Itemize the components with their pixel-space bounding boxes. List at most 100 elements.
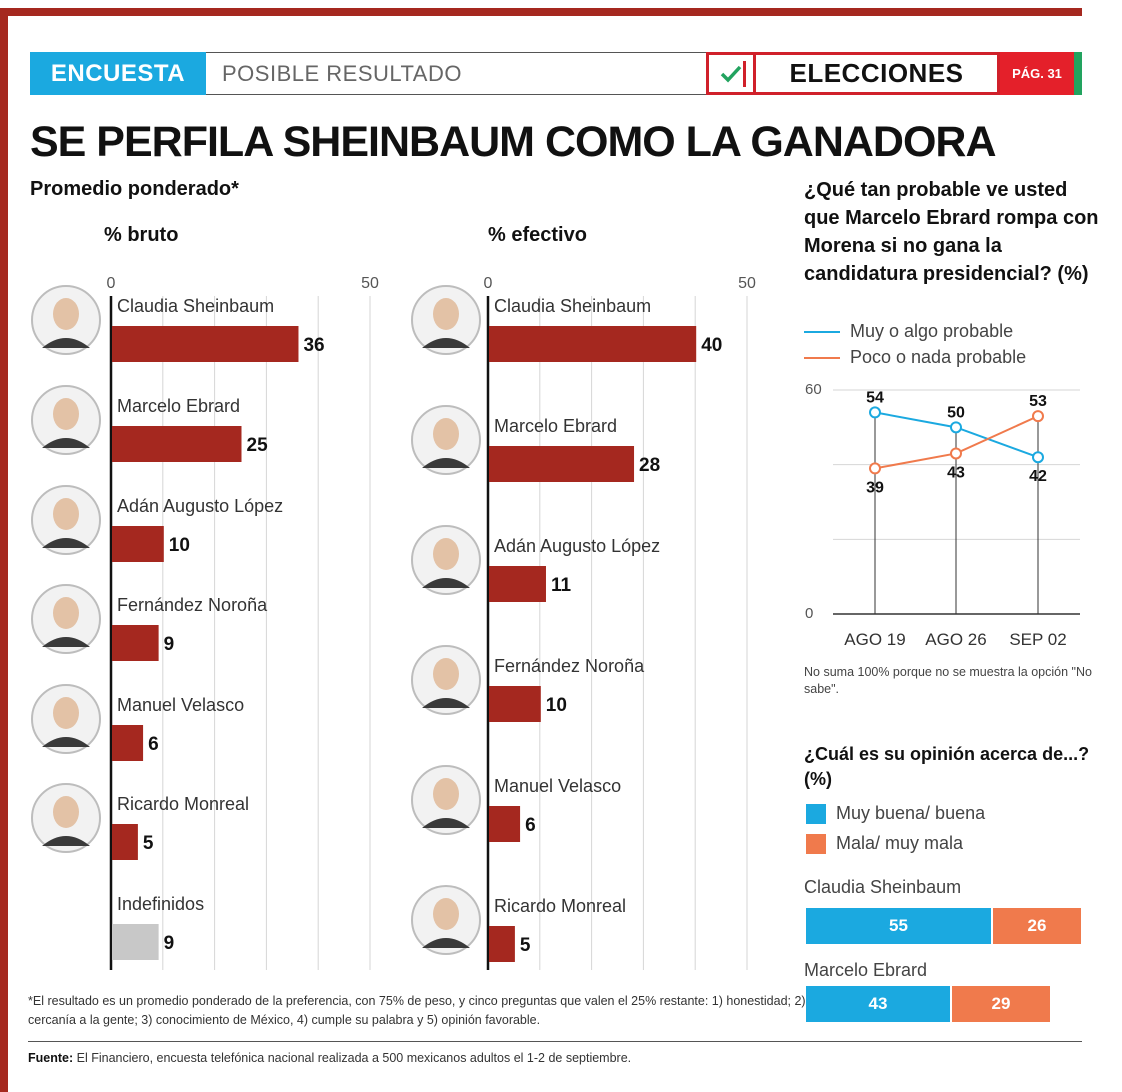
divider — [28, 1041, 1082, 1042]
footnote: *El resultado es un promedio ponderado d… — [28, 994, 806, 1027]
opinion-good-sheinbaum: 55 — [806, 908, 993, 944]
bruto-value-label: 10 — [169, 535, 190, 556]
bruto-category-label: Marcelo Ebrard — [117, 396, 240, 416]
source-label: Fuente: — [28, 1051, 74, 1065]
opinion-bar-sheinbaum: 55 26 — [806, 908, 1081, 944]
section-header: ENCUESTA POSIBLE RESULTADO ELECCIONES PÁ… — [30, 52, 1082, 95]
chart-subtitle: Promedio ponderado* — [30, 178, 239, 200]
opinion-bar-ebrard: 43 29 — [806, 986, 1050, 1022]
page-number: PÁG. 31 — [1000, 52, 1074, 95]
source-line: Fuente: El Financiero, encuesta telefóni… — [28, 1051, 631, 1065]
bruto-value-label: 9 — [164, 933, 175, 954]
left-border — [0, 8, 8, 1092]
bruto-category-label: Indefinidos — [117, 894, 204, 914]
top-border — [0, 8, 1082, 16]
bruto-value-label: 9 — [164, 634, 175, 655]
efectivo-bar — [489, 806, 521, 842]
efectivo-tick-label: 0 — [484, 275, 493, 292]
efectivo-chart-title: % efectivo — [488, 224, 587, 246]
legend-unlikely-swatch — [804, 356, 840, 359]
accent-stripe — [1074, 52, 1082, 95]
efectivo-category-label: Marcelo Ebrard — [494, 416, 617, 436]
avatar-face — [433, 298, 459, 330]
avatar-face — [433, 658, 459, 690]
avatar-face — [53, 597, 79, 629]
avatar-face — [53, 298, 79, 330]
efectivo-value-label: 28 — [639, 455, 660, 476]
bruto-value-label: 36 — [303, 335, 324, 356]
avatar-shoulders — [42, 438, 90, 448]
legend-good: Muy buena/ buena — [806, 803, 985, 824]
efectivo-tick-label: 50 — [738, 275, 756, 292]
bruto-bar — [112, 924, 159, 960]
bruto-value-label: 25 — [247, 435, 269, 456]
avatar-shoulders — [42, 538, 90, 548]
category-tag: ELECCIONES — [753, 52, 1000, 95]
bruto-category-label: Ricardo Monreal — [117, 794, 249, 814]
bruto-bar — [112, 824, 138, 860]
line-chart-point — [869, 406, 881, 419]
bruto-tick-label: 50 — [361, 275, 379, 292]
opinion-name-ebrard: Marcelo Ebrard — [804, 960, 928, 980]
legend-good-label: Muy buena/ buena — [836, 803, 986, 823]
avatar-shoulders — [422, 698, 470, 708]
subsection-tag: POSIBLE RESULTADO — [206, 52, 706, 95]
efectivo-bar — [489, 686, 541, 722]
avatar-shoulders — [422, 458, 470, 468]
opinion-question: ¿Cuál es su opinión acerca de...? (%) — [804, 744, 1090, 789]
efectivo-category-label: Claudia Sheinbaum — [494, 296, 651, 316]
bruto-category-label: Fernández Noroña — [117, 595, 268, 615]
opinion-good-ebrard: 43 — [806, 986, 952, 1022]
legend-bad: Mala/ muy mala — [806, 833, 963, 854]
source-text: El Financiero, encuesta telefónica nacio… — [76, 1051, 632, 1065]
headline: SE PERFILA SHEINBAUM COMO LA GANADORA — [30, 118, 997, 166]
opinion-bad-sheinbaum: 26 — [993, 908, 1081, 944]
avatar-shoulders — [422, 818, 470, 828]
efectivo-bar — [489, 566, 546, 602]
efectivo-category-label: Fernández Noroña — [494, 656, 645, 676]
legend-unlikely-label: Poco o nada probable — [850, 347, 1027, 367]
line-chart-value-label: 53 — [1029, 393, 1047, 410]
efectivo-bar — [489, 446, 635, 482]
bruto-bar — [112, 725, 144, 761]
efectivo-value-label: 5 — [520, 935, 531, 956]
efectivo-value-label: 10 — [546, 695, 567, 716]
line-chart-x-label: AGO 26 — [925, 630, 986, 649]
efectivo-bar — [489, 926, 515, 962]
avatar-shoulders — [42, 836, 90, 846]
efectivo-category-label: Manuel Velasco — [494, 776, 621, 796]
avatar-shoulders — [42, 737, 90, 747]
line-chart-point — [1032, 410, 1044, 423]
bruto-category-label: Adán Augusto López — [117, 496, 283, 516]
checkmark-icon — [706, 52, 756, 95]
bruto-bar — [112, 426, 242, 462]
efectivo-category-label: Adán Augusto López — [494, 536, 660, 556]
bruto-category-label: Manuel Velasco — [117, 695, 244, 715]
avatar-face — [433, 418, 459, 450]
line-chart-point — [950, 421, 962, 434]
line-chart-point — [950, 447, 962, 460]
bruto-bar — [112, 526, 164, 562]
legend-bad-label: Mala/ muy mala — [836, 833, 964, 853]
section-tag: ENCUESTA — [30, 52, 206, 95]
avatar-shoulders — [422, 338, 470, 348]
line-chart-x-label: SEP 02 — [1009, 630, 1066, 649]
avatar-shoulders — [422, 938, 470, 948]
bruto-chart-title: % bruto — [104, 224, 179, 246]
line-chart-question: ¿Qué tan probable ve usted que Marcelo E… — [804, 179, 1099, 285]
opinion-bad-ebrard: 29 — [952, 986, 1050, 1022]
line-chart-point — [869, 462, 881, 475]
line-chart-value-label: 42 — [1029, 468, 1047, 485]
efectivo-category-label: Ricardo Monreal — [494, 896, 626, 916]
legend-unlikely: Poco o nada probable — [804, 347, 1026, 368]
legend-likely-swatch — [804, 330, 840, 333]
line-chart-tick-label: 60 — [805, 381, 822, 398]
efectivo-value-label: 40 — [701, 335, 722, 356]
avatar-face — [53, 697, 79, 729]
line-chart-value-label: 43 — [947, 464, 965, 481]
legend-good-swatch — [806, 803, 826, 824]
legend-likely: Muy o algo probable — [804, 321, 1013, 342]
avatar-face — [433, 898, 459, 930]
bruto-bar — [112, 326, 299, 362]
